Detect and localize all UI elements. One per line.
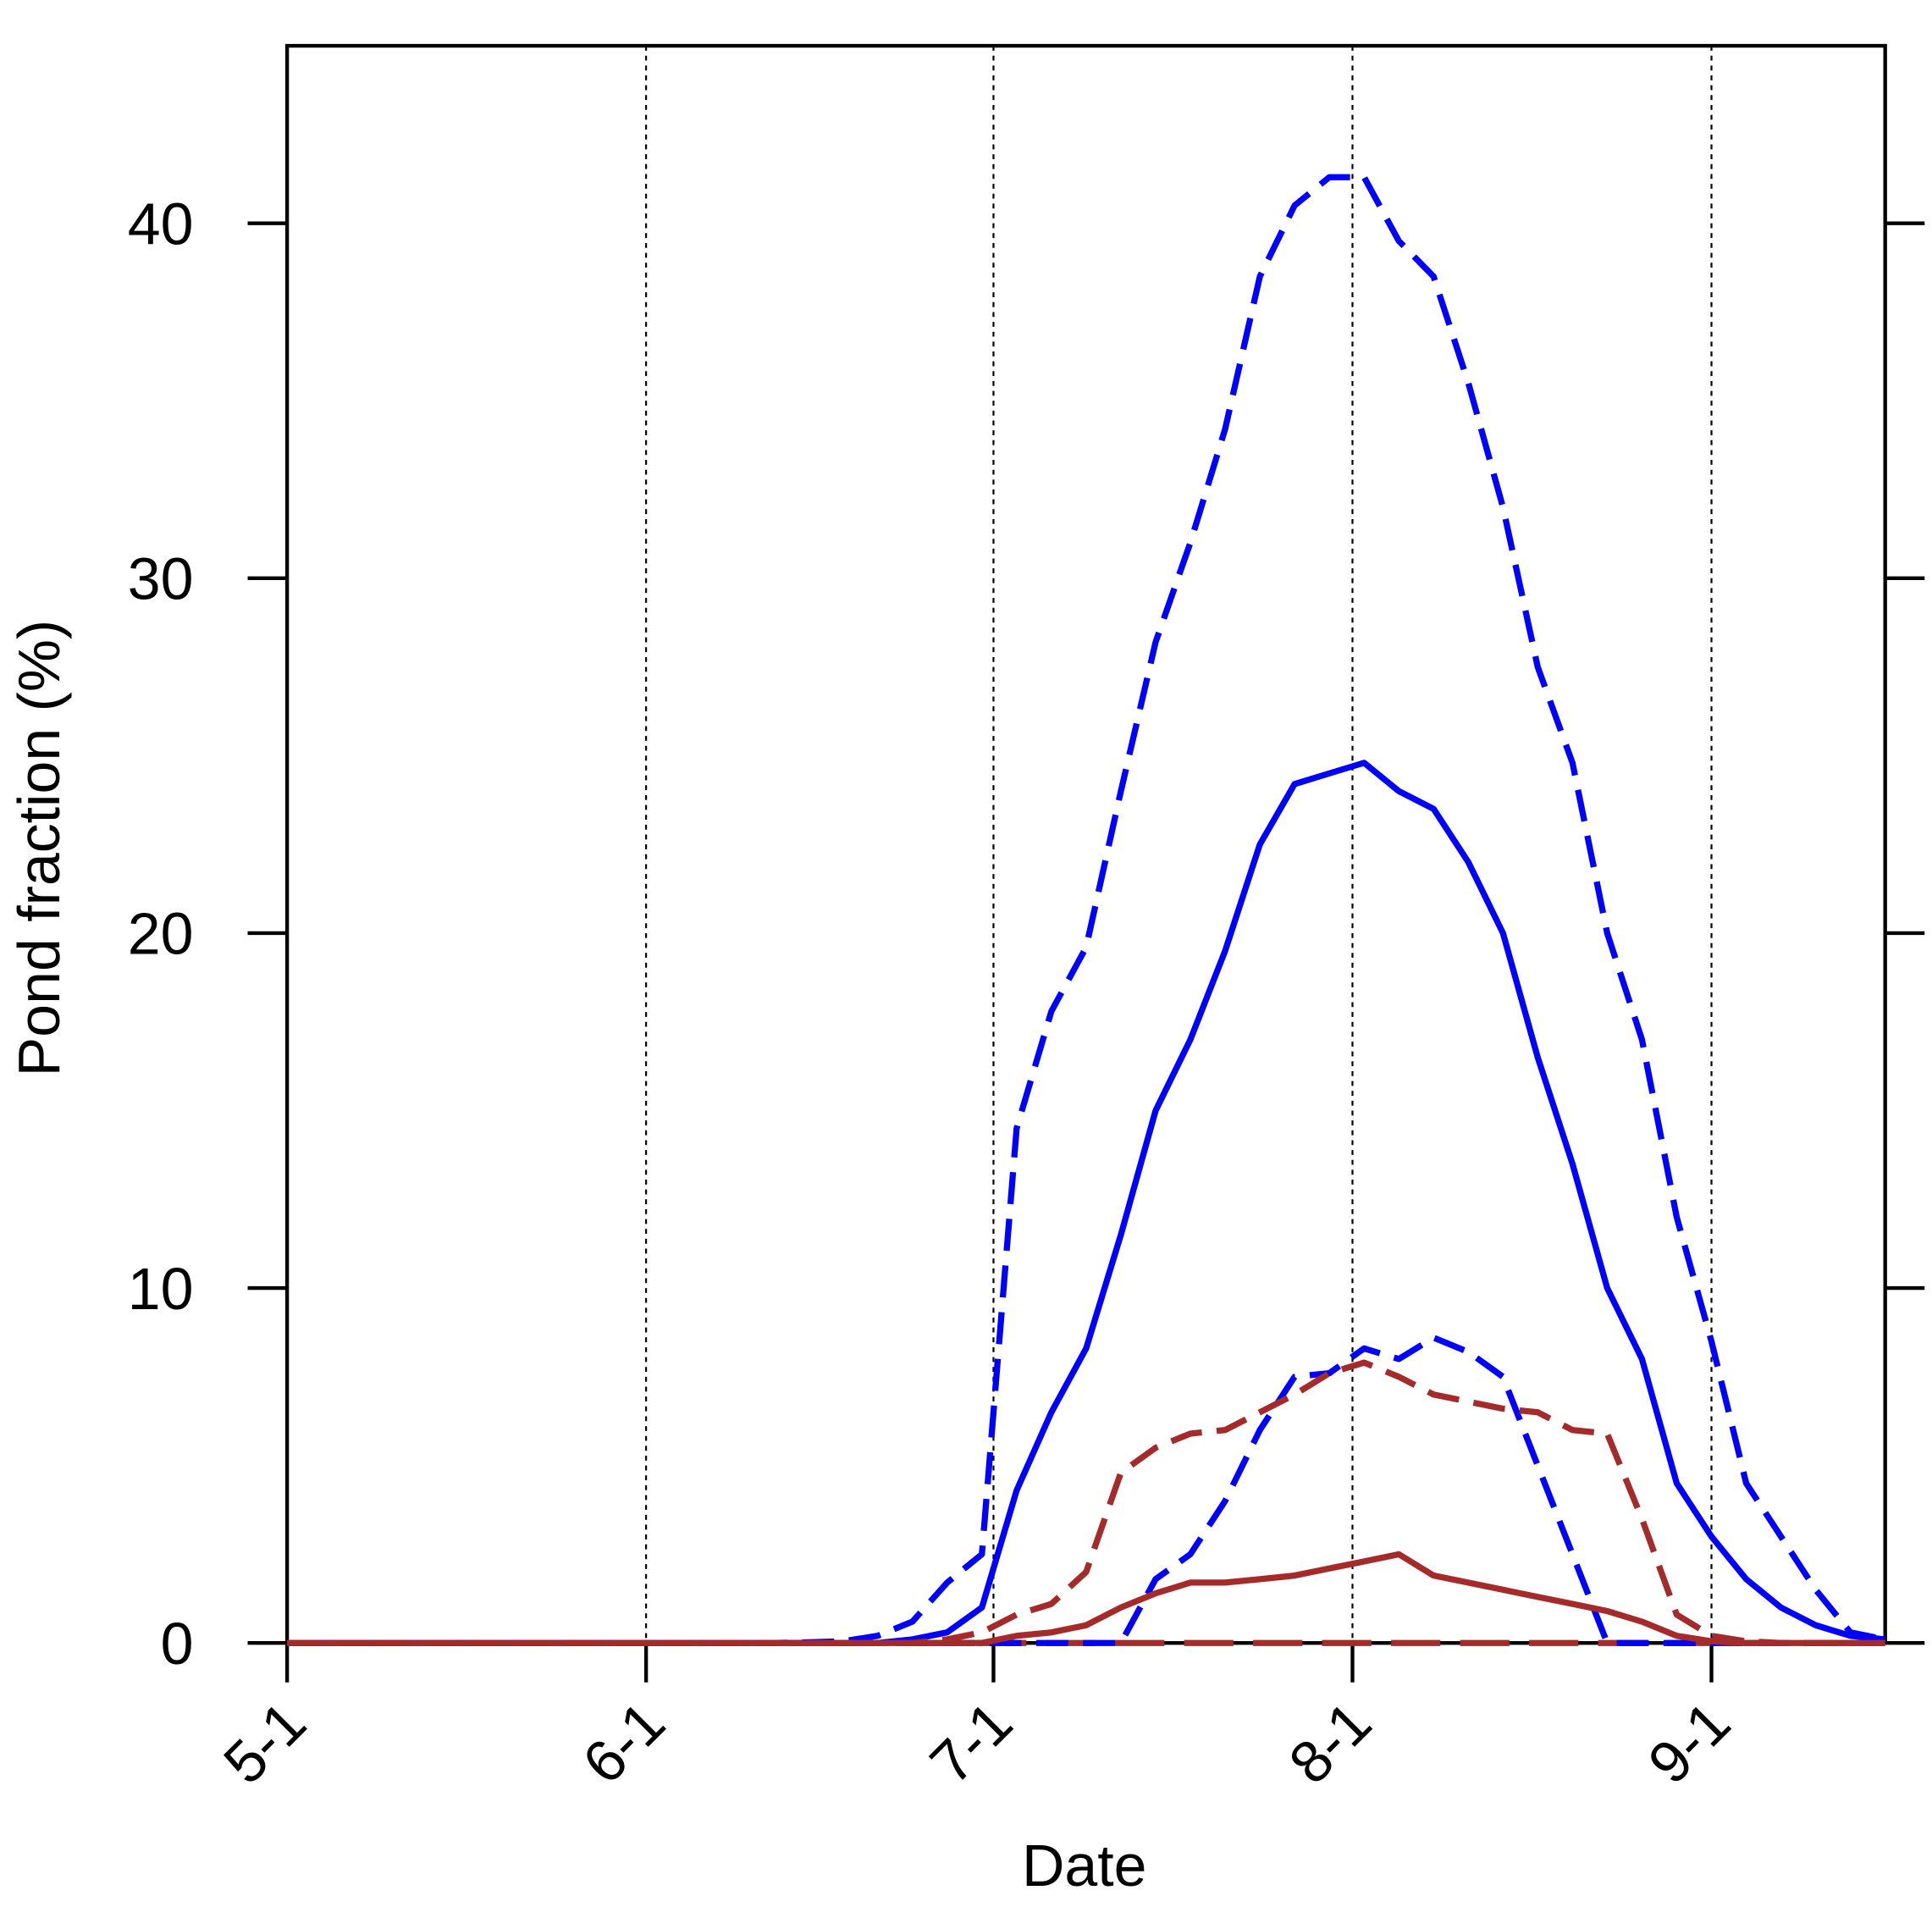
x-tick-label: 5-1	[211, 1689, 318, 1797]
y-tick-label: 0	[161, 1611, 194, 1677]
line-series	[287, 760, 1886, 1646]
line-series	[287, 1335, 1885, 1646]
y-tick-label: 30	[128, 546, 194, 612]
y-tick-label: 20	[128, 901, 194, 967]
x-tick-label: 8-1	[1277, 1689, 1384, 1797]
line-series	[287, 1359, 1885, 1646]
x-tick-label: 6-1	[570, 1689, 677, 1797]
x-axis-label: Date	[1022, 1832, 1147, 1899]
x-tick-label: 7-1	[918, 1689, 1025, 1797]
x-tick-label: 9-1	[1636, 1689, 1743, 1797]
y-axis-label: Pond fraction (%)	[6, 620, 72, 1077]
y-tick-label: 40	[128, 191, 194, 257]
plot-frame	[284, 43, 1887, 1645]
y-tick-label: 10	[128, 1256, 194, 1322]
line-series	[287, 174, 1886, 1646]
line-series	[287, 1550, 1885, 1646]
